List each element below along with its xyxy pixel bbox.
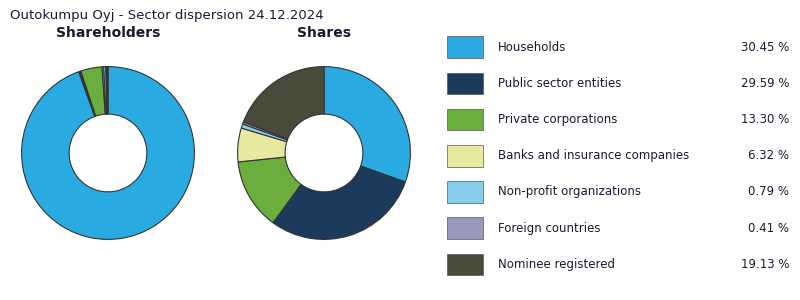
Text: Foreign countries: Foreign countries: [498, 222, 600, 235]
Wedge shape: [242, 122, 288, 140]
FancyBboxPatch shape: [447, 181, 483, 203]
Text: Households: Households: [498, 40, 566, 54]
Wedge shape: [324, 67, 410, 182]
Text: Banks and insurance companies: Banks and insurance companies: [498, 149, 689, 162]
Text: 19.13 %: 19.13 %: [741, 258, 789, 271]
FancyBboxPatch shape: [447, 218, 483, 239]
Wedge shape: [273, 166, 406, 239]
Text: Non-profit organizations: Non-profit organizations: [498, 185, 641, 199]
Text: 13.30 %: 13.30 %: [741, 113, 789, 126]
Wedge shape: [238, 157, 301, 223]
FancyBboxPatch shape: [447, 73, 483, 94]
Wedge shape: [102, 67, 106, 114]
Text: 0.79 %: 0.79 %: [748, 185, 789, 199]
Wedge shape: [238, 128, 286, 162]
Text: 0.41 %: 0.41 %: [748, 222, 789, 235]
Wedge shape: [243, 67, 324, 139]
Wedge shape: [22, 67, 194, 239]
Title: Shareholders: Shareholders: [56, 26, 160, 40]
Text: Private corporations: Private corporations: [498, 113, 617, 126]
FancyBboxPatch shape: [447, 109, 483, 130]
Wedge shape: [81, 67, 106, 116]
FancyBboxPatch shape: [447, 36, 483, 58]
Wedge shape: [242, 124, 287, 142]
Wedge shape: [106, 67, 107, 114]
Text: Nominee registered: Nominee registered: [498, 258, 614, 271]
Text: Public sector entities: Public sector entities: [498, 77, 621, 90]
Text: 29.59 %: 29.59 %: [741, 77, 789, 90]
Wedge shape: [78, 71, 96, 116]
Title: Shares: Shares: [297, 26, 351, 40]
FancyBboxPatch shape: [447, 254, 483, 275]
Text: Outokumpu Oyj - Sector dispersion 24.12.2024: Outokumpu Oyj - Sector dispersion 24.12.…: [10, 9, 323, 22]
FancyBboxPatch shape: [447, 145, 483, 167]
Wedge shape: [104, 67, 107, 114]
Text: 6.32 %: 6.32 %: [748, 149, 789, 162]
Wedge shape: [107, 67, 108, 114]
Text: 30.45 %: 30.45 %: [741, 40, 789, 54]
